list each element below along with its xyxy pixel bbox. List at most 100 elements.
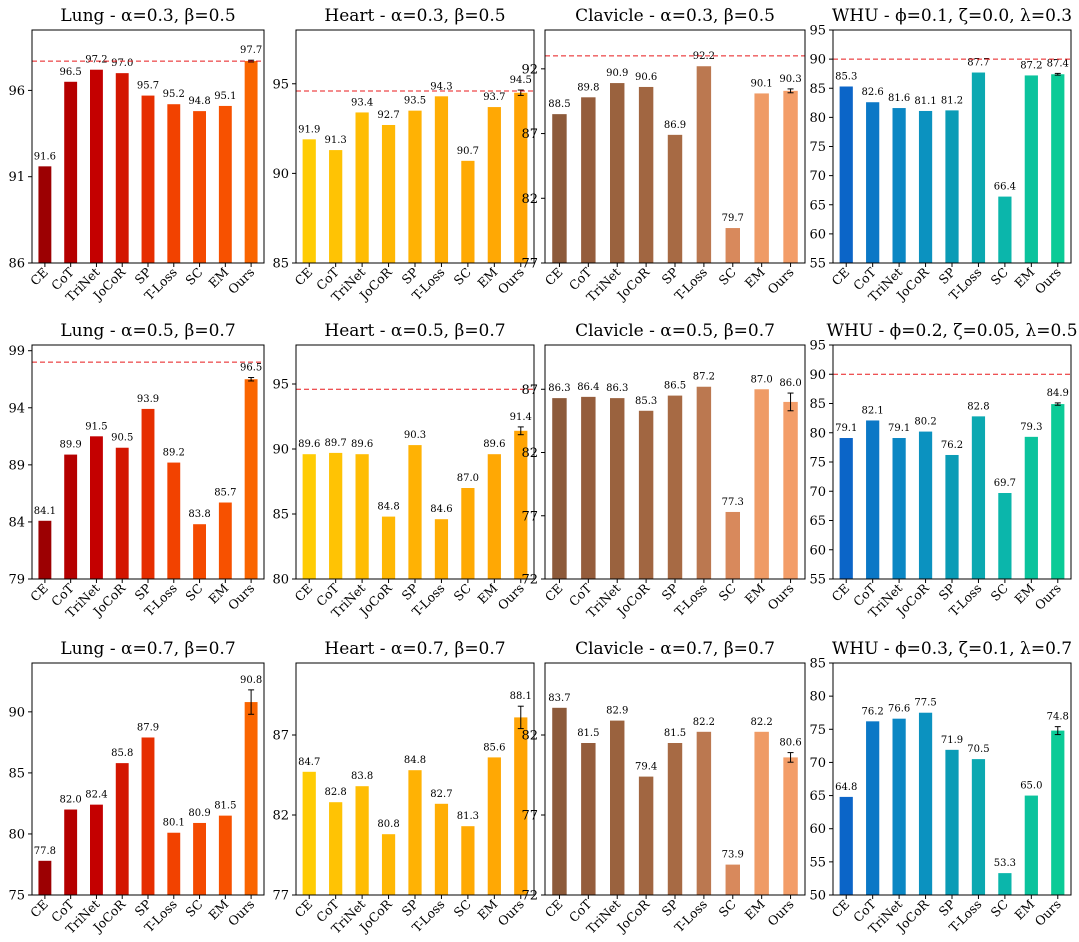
bar-t-loss bbox=[696, 731, 712, 895]
data-label: 86.4 bbox=[577, 382, 599, 393]
bar-em bbox=[487, 757, 501, 895]
bar-ours bbox=[1051, 730, 1065, 895]
x-tick-label: CE bbox=[542, 265, 566, 289]
chart-title: Lung - α=0.5, β=0.7 bbox=[60, 321, 235, 341]
data-label: 94.8 bbox=[188, 96, 210, 107]
x-tick-label: JoCoR bbox=[613, 580, 653, 620]
chart-panel-4: WHU - ϕ=0.1, ζ=0.0, λ=0.385.3CE82.6CoT81… bbox=[809, 6, 1072, 305]
x-tick-label: CE bbox=[292, 581, 316, 605]
bar-ours bbox=[1051, 404, 1065, 579]
bar-jocor bbox=[115, 763, 129, 895]
bar-ce bbox=[839, 438, 853, 579]
bar-ce bbox=[552, 114, 567, 263]
y-tick-label: 55 bbox=[809, 855, 826, 870]
axes-frame bbox=[544, 344, 806, 580]
bar-cot bbox=[581, 743, 596, 895]
data-label: 82.9 bbox=[606, 706, 628, 717]
x-tick-label: CE bbox=[829, 581, 853, 605]
data-label: 84.9 bbox=[1047, 388, 1069, 399]
y-tick-label: 75 bbox=[809, 723, 826, 738]
y-tick-label: 82 bbox=[521, 729, 538, 744]
bar-ours bbox=[783, 90, 798, 263]
x-tick-label: T-Loss bbox=[671, 897, 710, 936]
y-tick-label: 85 bbox=[272, 508, 289, 523]
y-tick-label: 90 bbox=[8, 705, 25, 720]
data-label: 73.9 bbox=[722, 850, 744, 861]
x-tick-label: Ours bbox=[764, 581, 796, 613]
bar-cot bbox=[866, 721, 880, 895]
chart-panel-6: Heart - α=0.5, β=0.789.6CE89.7CoT89.6Tri… bbox=[272, 321, 535, 621]
data-label: 89.6 bbox=[298, 439, 320, 450]
data-label: 95.2 bbox=[163, 89, 185, 100]
bar-em bbox=[487, 454, 501, 579]
bar-trinet bbox=[90, 69, 103, 263]
bar-ours bbox=[783, 401, 798, 579]
y-tick-label: 77 bbox=[521, 257, 538, 272]
data-label: 89.6 bbox=[351, 439, 373, 450]
bar-sc bbox=[461, 826, 475, 895]
data-label: 91.3 bbox=[325, 135, 347, 146]
x-tick-label: SC bbox=[451, 265, 474, 288]
y-tick-label: 55 bbox=[809, 257, 826, 272]
bar-cot bbox=[329, 150, 343, 263]
data-label: 91.9 bbox=[298, 124, 320, 135]
bar-sc bbox=[193, 822, 206, 895]
x-tick-label: Ours bbox=[225, 265, 257, 297]
bar-em bbox=[754, 389, 769, 579]
data-label: 85.6 bbox=[483, 742, 505, 753]
bar-jocor bbox=[918, 431, 933, 579]
data-label: 84.6 bbox=[430, 504, 452, 515]
bar-jocor bbox=[381, 516, 396, 579]
bar-sp bbox=[945, 110, 959, 263]
data-label: 91.5 bbox=[85, 421, 107, 432]
bar-cot bbox=[64, 81, 78, 263]
bar-trinet bbox=[892, 108, 906, 263]
x-tick-label: SC bbox=[451, 581, 474, 604]
chart-title: WHU - ϕ=0.2, ζ=0.05, λ=0.5 bbox=[826, 321, 1077, 341]
data-label: 82.6 bbox=[862, 87, 884, 98]
bar-jocor bbox=[115, 73, 129, 263]
x-tick-label: SP bbox=[659, 897, 682, 920]
data-label: 81.3 bbox=[457, 811, 479, 822]
y-tick-label: 77 bbox=[272, 889, 289, 904]
data-label: 90.6 bbox=[635, 72, 657, 83]
y-tick-label: 94 bbox=[8, 401, 25, 416]
bar-ours bbox=[514, 430, 528, 579]
y-tick-label: 85 bbox=[8, 766, 25, 781]
data-label: 82.4 bbox=[85, 790, 107, 801]
axes-frame bbox=[832, 662, 1072, 896]
data-label: 87.2 bbox=[693, 372, 715, 383]
axes-frame bbox=[31, 344, 265, 580]
x-tick-label: SC bbox=[182, 581, 205, 604]
data-label: 82.8 bbox=[325, 787, 347, 798]
bar-jocor bbox=[918, 110, 933, 263]
chart-panel-3: Clavicle - α=0.3, β=0.588.5CE89.8CoT90.9… bbox=[521, 6, 806, 305]
bar-ce bbox=[302, 139, 316, 263]
data-label: 96.5 bbox=[240, 363, 262, 374]
data-label: 90.8 bbox=[240, 675, 262, 686]
y-tick-label: 60 bbox=[809, 543, 826, 558]
data-label: 93.9 bbox=[137, 394, 159, 405]
axes-frame bbox=[295, 29, 535, 264]
y-tick-label: 75 bbox=[8, 889, 25, 904]
y-tick-label: 60 bbox=[809, 227, 826, 242]
bar-jocor bbox=[115, 447, 129, 579]
bar-sp bbox=[141, 95, 155, 263]
data-label: 93.4 bbox=[351, 97, 373, 108]
data-label: 74.8 bbox=[1047, 712, 1069, 723]
data-label: 79.4 bbox=[635, 762, 657, 773]
y-tick-label: 87 bbox=[521, 383, 538, 398]
bar-trinet bbox=[355, 112, 369, 263]
bar-t-loss bbox=[167, 462, 181, 579]
axes-frame bbox=[295, 662, 535, 896]
bar-ours bbox=[244, 702, 258, 895]
data-label: 97.7 bbox=[240, 45, 262, 56]
x-tick-label: SP bbox=[659, 581, 682, 604]
y-tick-label: 90 bbox=[272, 443, 289, 458]
data-label: 79.1 bbox=[835, 423, 857, 434]
chart-title: Clavicle - α=0.5, β=0.7 bbox=[575, 321, 775, 341]
bar-cot bbox=[329, 452, 343, 579]
bar-sp bbox=[667, 743, 683, 895]
bar-jocor bbox=[918, 712, 933, 895]
bar-t-loss bbox=[434, 96, 449, 263]
